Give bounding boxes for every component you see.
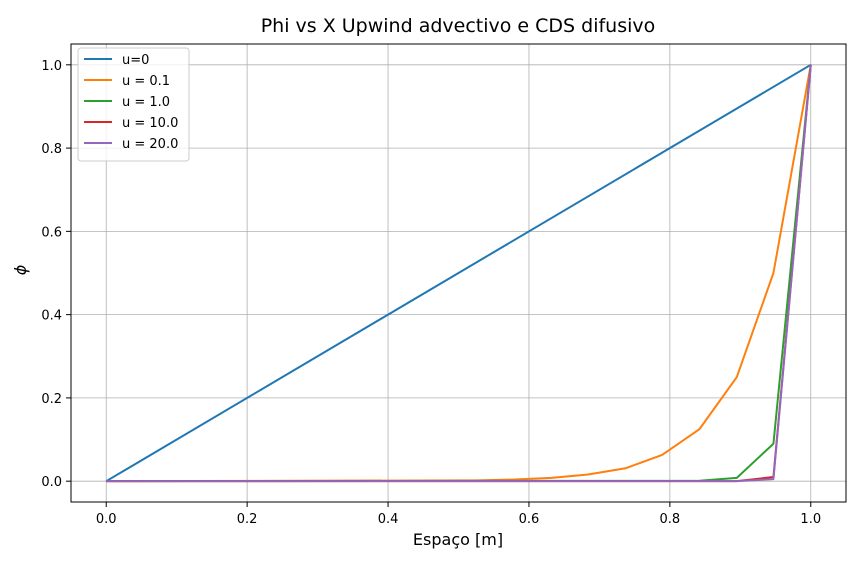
legend-box (77, 47, 190, 162)
x-tick-label: 0.8 (660, 512, 681, 527)
y-tick-label: 0.2 (41, 392, 62, 407)
y-tick-label: 0.8 (41, 142, 62, 157)
y-tick-label: 0.0 (41, 475, 62, 490)
series-line-0 (105, 63, 812, 483)
plot-frame (70, 43, 847, 503)
y-tick-label: 1.0 (41, 59, 62, 74)
legend: u=0 u = 0.1 u = 1.0 u = 10.0 u = 20.0 (77, 47, 190, 162)
legend-entry-label: u = 10.0 (122, 116, 178, 131)
y-tick-label: 0.6 (41, 225, 62, 240)
series-line-4 (106, 64, 812, 483)
x-tick-label: 0.2 (237, 512, 258, 527)
y-tick-label: 0.4 (41, 309, 62, 324)
x-tick-label: 0.6 (519, 512, 540, 527)
x-axis-ticks: 0.0 0.2 0.4 0.6 0.8 1.0 (96, 502, 821, 527)
series-line-1 (106, 64, 812, 483)
y-axis-ticks: 0.0 0.2 0.4 0.6 0.8 1.0 (41, 59, 71, 490)
series-layer (105, 63, 812, 483)
y-axis-label: ϕ (11, 264, 30, 275)
legend-entry-label: u = 20.0 (122, 137, 178, 152)
legend-entry-label: u = 1.0 (122, 95, 170, 110)
x-tick-label: 0.4 (378, 512, 399, 527)
legend-entry-label: u = 0.1 (122, 74, 170, 89)
chart-title: Phi vs X Upwind advectivo e CDS difusivo (261, 15, 656, 37)
x-tick-label: 0.0 (96, 512, 117, 527)
legend-entry-label: u=0 (122, 53, 149, 68)
x-axis-label: Espaço [m] (413, 530, 503, 549)
x-tick-label: 1.0 (800, 512, 821, 527)
